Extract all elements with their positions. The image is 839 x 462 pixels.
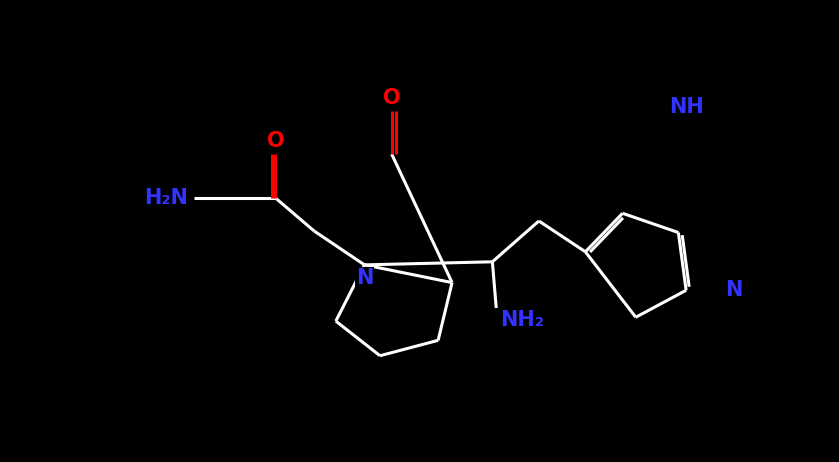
Text: H₂N: H₂N — [144, 188, 188, 208]
Text: NH₂: NH₂ — [500, 310, 544, 329]
Text: O: O — [383, 88, 400, 108]
Text: O: O — [267, 131, 284, 151]
Text: NH: NH — [669, 97, 703, 117]
Text: N: N — [725, 280, 743, 300]
Text: N: N — [356, 268, 373, 288]
